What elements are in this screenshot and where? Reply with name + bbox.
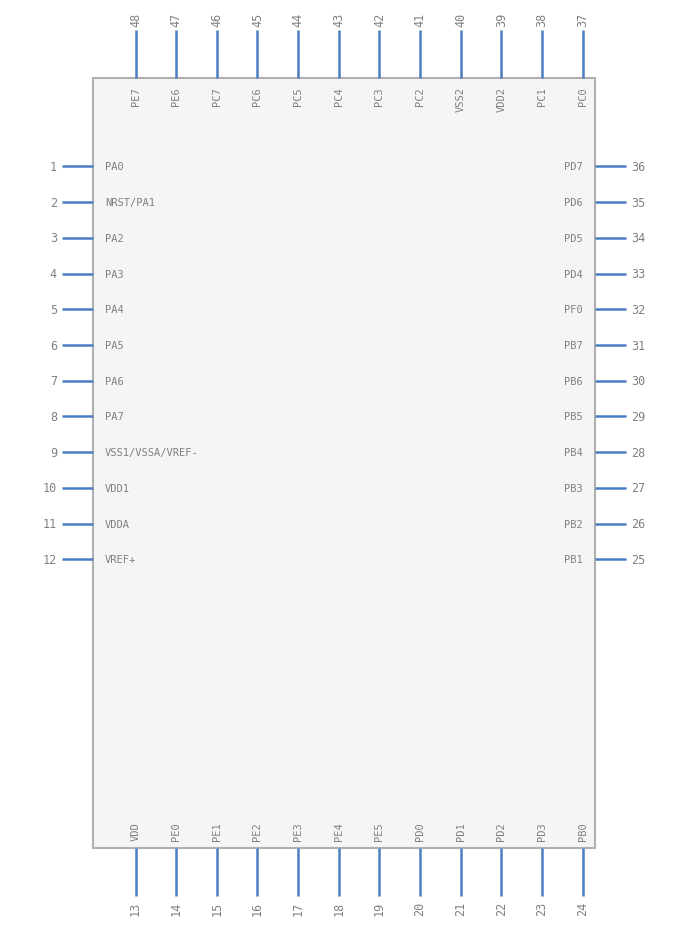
- Text: PB0: PB0: [577, 821, 588, 840]
- Text: 1: 1: [50, 160, 57, 173]
- Text: 27: 27: [631, 482, 645, 495]
- Text: 31: 31: [631, 339, 645, 352]
- Text: VSS1/VSSA/VREF-: VSS1/VSSA/VREF-: [105, 448, 199, 458]
- Text: PA3: PA3: [105, 270, 124, 279]
- Bar: [93, 79, 595, 848]
- Text: PE6: PE6: [171, 87, 181, 106]
- Text: PD1: PD1: [455, 821, 466, 840]
- Text: 38: 38: [535, 12, 548, 27]
- Text: PA4: PA4: [105, 305, 124, 315]
- Text: PC3: PC3: [374, 87, 385, 106]
- Text: PB3: PB3: [564, 483, 583, 493]
- Text: 39: 39: [495, 12, 508, 27]
- Text: 11: 11: [43, 517, 57, 530]
- Text: PA6: PA6: [105, 376, 124, 387]
- Text: VSS2: VSS2: [455, 87, 466, 112]
- Text: VREF+: VREF+: [105, 554, 136, 565]
- Text: 18: 18: [332, 900, 345, 915]
- Text: PE3: PE3: [293, 821, 303, 840]
- Text: 40: 40: [454, 12, 467, 27]
- Text: PD0: PD0: [415, 821, 425, 840]
- Text: 12: 12: [43, 553, 57, 566]
- Text: 37: 37: [576, 12, 589, 27]
- Text: 24: 24: [576, 900, 589, 915]
- Text: 4: 4: [50, 268, 57, 281]
- Text: 5: 5: [50, 303, 57, 316]
- Text: VDD2: VDD2: [496, 87, 506, 112]
- Text: 8: 8: [50, 411, 57, 424]
- Text: PB2: PB2: [564, 519, 583, 529]
- Text: PD6: PD6: [564, 198, 583, 208]
- Text: 46: 46: [211, 12, 224, 27]
- Text: 22: 22: [495, 900, 508, 915]
- Text: 42: 42: [373, 12, 386, 27]
- Text: 20: 20: [413, 900, 427, 915]
- Text: 34: 34: [631, 232, 645, 245]
- Text: PB4: PB4: [564, 448, 583, 458]
- Text: 35: 35: [631, 197, 645, 210]
- Text: 47: 47: [170, 12, 183, 27]
- Text: PB5: PB5: [564, 412, 583, 422]
- Text: 43: 43: [332, 12, 345, 27]
- Text: 25: 25: [631, 553, 645, 566]
- Text: PD4: PD4: [564, 270, 583, 279]
- Text: PA2: PA2: [105, 234, 124, 244]
- Text: 28: 28: [631, 446, 645, 459]
- Text: 13: 13: [129, 900, 142, 915]
- Text: PC5: PC5: [293, 87, 303, 106]
- Text: 17: 17: [292, 900, 305, 915]
- Text: 7: 7: [50, 375, 57, 387]
- Text: PC1: PC1: [537, 87, 547, 106]
- Text: PE5: PE5: [374, 821, 385, 840]
- Text: 21: 21: [454, 900, 467, 915]
- Text: PE4: PE4: [334, 821, 344, 840]
- Text: 6: 6: [50, 339, 57, 352]
- Text: PC6: PC6: [252, 87, 263, 106]
- Text: PF0: PF0: [564, 305, 583, 315]
- Text: PB1: PB1: [564, 554, 583, 565]
- Text: PE1: PE1: [212, 821, 222, 840]
- Text: 44: 44: [292, 12, 305, 27]
- Text: 30: 30: [631, 375, 645, 387]
- Text: PD7: PD7: [564, 162, 583, 172]
- Text: PE0: PE0: [171, 821, 181, 840]
- Text: PC7: PC7: [212, 87, 222, 106]
- Text: PC2: PC2: [415, 87, 425, 106]
- Text: VDDA: VDDA: [105, 519, 130, 529]
- Text: 45: 45: [251, 12, 264, 27]
- Text: PA5: PA5: [105, 340, 124, 350]
- Text: PB6: PB6: [564, 376, 583, 387]
- Text: 33: 33: [631, 268, 645, 281]
- Text: PD3: PD3: [537, 821, 547, 840]
- Text: 10: 10: [43, 482, 57, 495]
- Text: 41: 41: [413, 12, 427, 27]
- Text: VDD: VDD: [131, 821, 140, 840]
- Text: PA7: PA7: [105, 412, 124, 422]
- Text: 14: 14: [170, 900, 183, 915]
- Text: 9: 9: [50, 446, 57, 459]
- Text: 16: 16: [251, 900, 264, 915]
- Text: 23: 23: [535, 900, 548, 915]
- Text: VDD1: VDD1: [105, 483, 130, 493]
- Text: PC0: PC0: [577, 87, 588, 106]
- Text: 2: 2: [50, 197, 57, 210]
- Text: PC4: PC4: [334, 87, 344, 106]
- Text: PA0: PA0: [105, 162, 124, 172]
- Text: 15: 15: [211, 900, 224, 915]
- Text: PD5: PD5: [564, 234, 583, 244]
- Text: 19: 19: [373, 900, 386, 915]
- Text: 26: 26: [631, 517, 645, 530]
- Text: PE2: PE2: [252, 821, 263, 840]
- Text: 3: 3: [50, 232, 57, 245]
- Text: 29: 29: [631, 411, 645, 424]
- Text: 48: 48: [129, 12, 142, 27]
- Text: 32: 32: [631, 303, 645, 316]
- Text: NRST/PA1: NRST/PA1: [105, 198, 155, 208]
- Text: PD2: PD2: [496, 821, 506, 840]
- Text: 36: 36: [631, 160, 645, 173]
- Text: PE7: PE7: [131, 87, 140, 106]
- Text: PB7: PB7: [564, 340, 583, 350]
